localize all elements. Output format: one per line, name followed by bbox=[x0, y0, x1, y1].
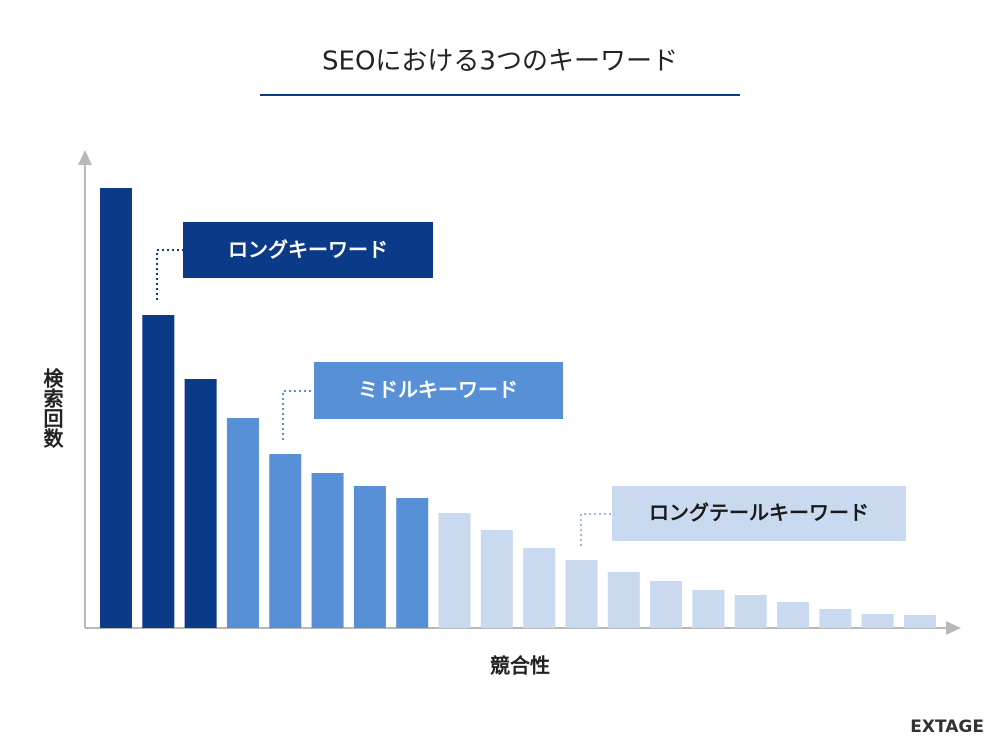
callout-line bbox=[282, 390, 314, 440]
bar bbox=[269, 454, 302, 628]
brand-logo: EXTAGE bbox=[910, 717, 984, 737]
callout-label: ロングキーワード bbox=[228, 238, 388, 262]
y-axis-label: 検索回数 bbox=[40, 367, 64, 449]
bar bbox=[904, 615, 936, 628]
callout-line bbox=[156, 249, 183, 300]
bar bbox=[100, 188, 132, 628]
callout-box bbox=[183, 222, 433, 278]
bar bbox=[353, 486, 386, 628]
bar bbox=[184, 379, 217, 628]
bar bbox=[861, 614, 894, 628]
bar bbox=[692, 590, 725, 628]
x-axis-arrow bbox=[946, 621, 961, 635]
bar bbox=[226, 418, 259, 628]
bar bbox=[565, 560, 598, 628]
callout-box bbox=[612, 486, 906, 541]
bar bbox=[819, 609, 852, 628]
callout-box bbox=[314, 362, 563, 419]
bar bbox=[523, 548, 556, 628]
bar bbox=[142, 315, 175, 628]
callout-label: ミドルキーワード bbox=[358, 378, 518, 402]
bar bbox=[438, 513, 471, 628]
chart-title: SEOにおける3つのキーワード bbox=[322, 47, 678, 77]
x-axis-label: 競合性 bbox=[490, 654, 550, 678]
callout-line bbox=[580, 513, 612, 546]
bar bbox=[650, 581, 683, 628]
bar bbox=[311, 473, 344, 628]
bar bbox=[607, 572, 640, 628]
callout-label: ロングテールキーワード bbox=[649, 501, 869, 525]
bar bbox=[777, 602, 810, 628]
bar bbox=[480, 530, 513, 628]
bars bbox=[100, 188, 936, 628]
y-axis-arrow bbox=[78, 150, 92, 165]
bar bbox=[396, 498, 429, 628]
bar bbox=[734, 595, 767, 628]
